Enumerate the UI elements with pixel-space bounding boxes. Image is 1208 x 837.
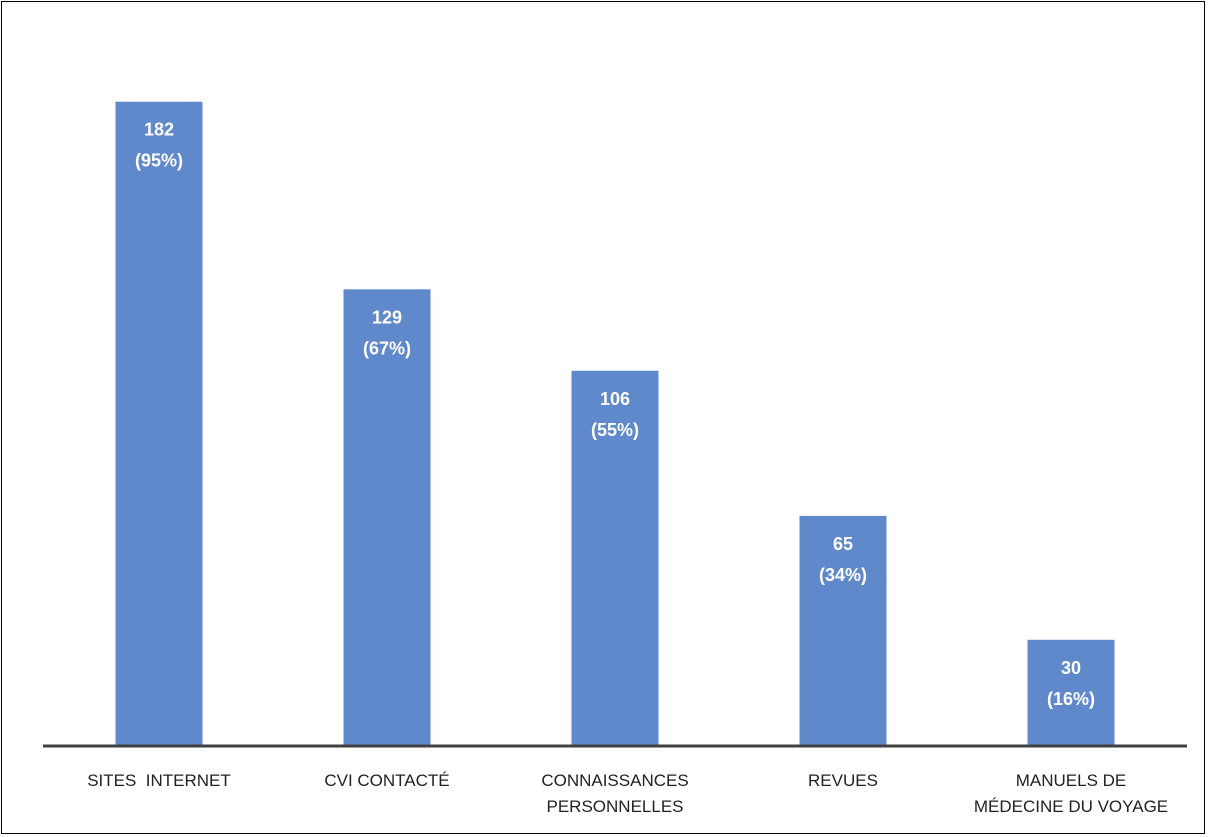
- category-label-line: REVUES: [808, 771, 878, 790]
- bars-layer: [115, 101, 1115, 747]
- bar-value-label: 182: [144, 120, 174, 140]
- bar-percent-label: (95%): [135, 151, 183, 171]
- category-label: REVUES: [808, 771, 878, 790]
- category-label-line: PERSONNELLES: [547, 797, 684, 816]
- category-label-line: SITES INTERNET: [87, 771, 231, 790]
- category-label-line: CONNAISSANCES: [541, 771, 688, 790]
- bar-value-label: 129: [372, 307, 402, 327]
- category-labels-layer: SITES INTERNET CVI CONTACTÉ CONNAISSANCES P…: [87, 771, 1168, 816]
- category-label: CONNAISSANCES PERSONNELLES: [541, 771, 688, 816]
- category-label-line: MÉDECINE DU VOYAGE: [974, 797, 1168, 816]
- category-label: SITES INTERNET: [87, 771, 231, 790]
- bar: [1027, 639, 1115, 746]
- bar-value-label: 30: [1061, 658, 1081, 678]
- bar-percent-label: (34%): [819, 565, 867, 585]
- bar-percent-label: (55%): [591, 420, 639, 440]
- category-label: MANUELS DE MÉDECINE DU VOYAGE: [974, 771, 1168, 816]
- bar-value-label: 65: [833, 534, 853, 554]
- bar: [799, 515, 887, 746]
- bar: [343, 289, 431, 746]
- category-label: CVI CONTACTÉ: [324, 771, 449, 790]
- category-label-line: CVI CONTACTÉ: [324, 771, 449, 790]
- bar-percent-label: (67%): [363, 338, 411, 358]
- bar: [571, 370, 659, 746]
- bar-labels-layer: 182 (95%) 129 (67%) 106 (55%) 65 (34%) 30 (16%): [135, 120, 1095, 709]
- bar-percent-label: (16%): [1047, 689, 1095, 709]
- category-label-line: MANUELS DE: [1016, 771, 1127, 790]
- bar-value-label: 106: [600, 389, 630, 409]
- bar: [115, 101, 203, 747]
